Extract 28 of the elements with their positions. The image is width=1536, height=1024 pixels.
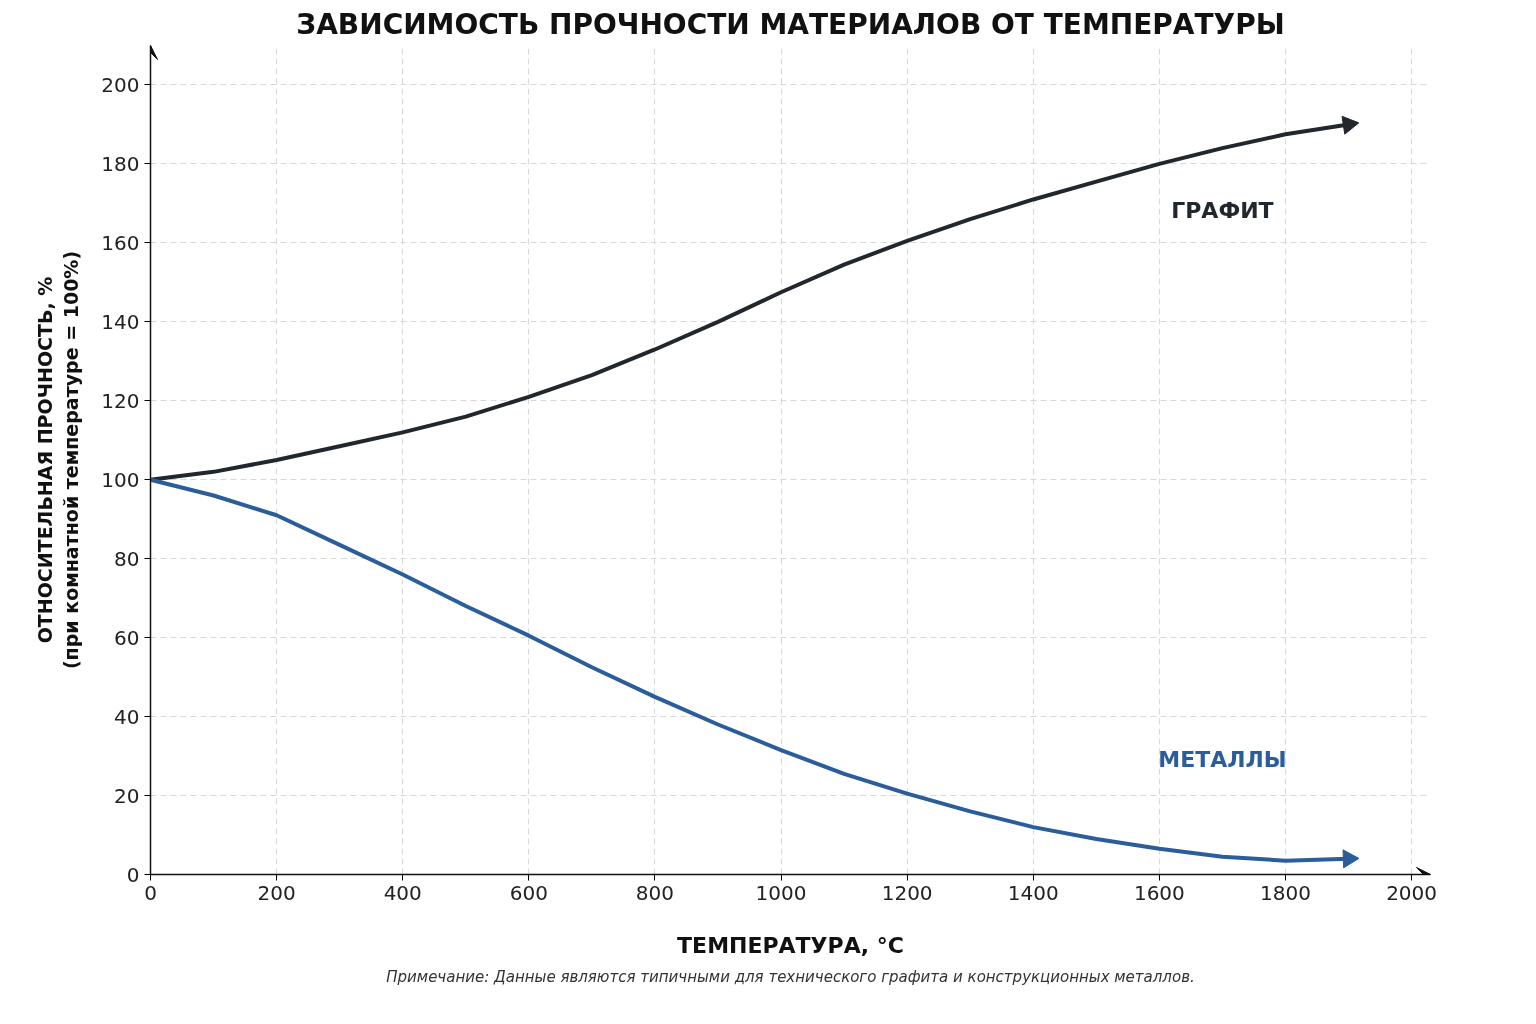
y-tick-label: 140 (101, 309, 140, 334)
x-tick-label: 1800 (1260, 880, 1311, 905)
text: Примечание: Данные являются типичными для технического графита и конструкционных металлов. (386, 967, 1195, 986)
y-tick-label: 180 (101, 151, 140, 176)
x-tick-label: 1200 (881, 880, 933, 905)
x-axis-title: ТЕМПЕРАТУРА, °C (677, 932, 904, 958)
y-tick-label: 0 (126, 862, 140, 887)
series-label: ГРАФИТ (1171, 198, 1274, 224)
chart-title: ЗАВИСИМОСТЬ ПРОЧНОСТИ МАТЕРИАЛОВ ОТ ТЕМПЕРАТУРЫ (296, 7, 1285, 41)
y-tick-label: 20 (114, 783, 140, 808)
x-tick-label: 200 (257, 880, 296, 905)
x-tick-label: 1600 (1133, 880, 1185, 905)
x-tick-label: 800 (635, 880, 675, 905)
y-tick-label: 60 (114, 625, 140, 650)
y-tick-label: 160 (101, 230, 140, 255)
x-tick-label: 400 (383, 880, 422, 905)
x-tick-label: 600 (509, 880, 548, 905)
y-tick-label: 200 (101, 72, 140, 97)
y-tick-label: 40 (114, 704, 140, 729)
y-tick-label: 120 (101, 388, 140, 413)
y-axis-title: ОТНОСИТЕЛЬНАЯ ПРОЧНОСТЬ, % (при комнатной температуре = 100%) (33, 250, 83, 670)
y-tick-label: 100 (101, 467, 140, 492)
text: МЕТАЛЛЫ (1158, 746, 1287, 772)
x-tick-label: 2000 (1386, 880, 1438, 905)
x-tick-label: 0 (144, 880, 157, 905)
y-tick-label: 80 (114, 546, 140, 571)
x-tick-label: 1000 (755, 880, 807, 905)
x-tick-label: 1400 (1007, 880, 1059, 905)
